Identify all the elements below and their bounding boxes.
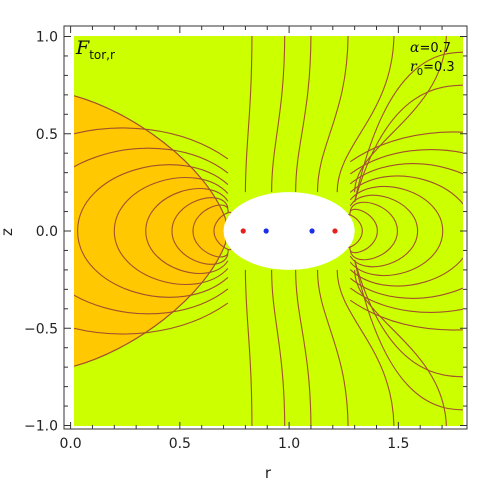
contour-right-edge-bottom-1 [354,260,463,411]
x-tick-label: 1.5 [387,436,409,452]
contour-left-0 [213,211,232,251]
contour-open-bottom-3 [316,269,349,426]
parameter-r0-value: =0.3 [423,60,455,75]
marker-point-2 [309,228,315,234]
contour-right-edge-top-0 [354,84,463,202]
contour-left-6 [74,147,229,315]
marker-points [240,228,338,234]
plot-title-main: F [75,37,90,59]
y-tick-label: 1.0 [36,30,58,46]
contour-left-3 [145,187,229,275]
contour-right-4 [349,185,444,277]
x-tick-label: 1.0 [278,436,300,452]
contour-left-4 [113,177,229,285]
y-axis-label: z [0,228,16,236]
contour-open-top-4 [336,36,395,193]
y-tick-label: 0.0 [36,224,58,240]
contour-right-7 [349,149,463,313]
contour-open-bottom-5 [354,269,447,426]
parameter-r0-subscript: 0 [417,67,423,78]
contour-right-2 [349,201,399,261]
contour-open-top-2 [295,36,312,193]
excluded-ellipse [223,192,355,270]
contour-open-bottom-4 [336,269,395,426]
contour-right-8 [349,131,463,331]
parameter-alpha: α=0.7 [410,40,451,56]
plot-frame [63,25,468,430]
contour-open-bottom-0 [244,269,253,426]
contour-left-2 [171,197,229,265]
plot-title-subscript: tor,r [89,48,115,62]
x-axis-label: r [265,464,272,482]
y-tick-label: 0.5 [36,127,58,143]
plot-title: Ftor,r [75,37,115,62]
contour-left-7 [74,127,229,335]
plot-region [74,36,463,426]
marker-point-3 [332,228,338,234]
marker-point-0 [240,228,246,234]
parameter-box: α=0.7 r0=0.3 [410,40,455,78]
contour-open-top-3 [316,36,349,193]
positive-region [74,95,227,367]
axis-tick-labels: 0.0 0.5 1.0 1.5 −1.0 −0.5 0.0 0.5 1.0 [24,30,409,453]
contour-open-top-0 [244,36,253,193]
y-tick-label: −0.5 [24,321,58,337]
contour-right-1 [349,208,378,254]
parameter-r0-symbol: r [410,59,418,75]
contour-right-edge-top-1 [354,51,463,202]
contour-right-edge-bottom-0 [354,260,463,378]
x-tick-label: 0.0 [59,436,81,452]
contour-right-6 [349,163,463,299]
axis-ticks [64,26,467,429]
contour-open-bottom-2 [295,269,312,426]
contour-right-3 [349,194,419,268]
contour-open-bottom-1 [271,269,286,426]
parameter-r0: r0=0.3 [410,59,455,78]
contour-open-top-5 [354,36,447,193]
parameter-alpha-value: =0.7 [419,41,451,56]
contour-open-top-1 [271,36,286,193]
marker-point-1 [263,228,269,234]
contour-left-1 [192,204,229,258]
parameter-alpha-symbol: α [410,40,420,56]
x-tick-label: 0.5 [169,436,191,452]
contour-right-5 [349,175,463,287]
contour-left-5 [77,164,229,298]
y-tick-label: −1.0 [24,419,58,435]
